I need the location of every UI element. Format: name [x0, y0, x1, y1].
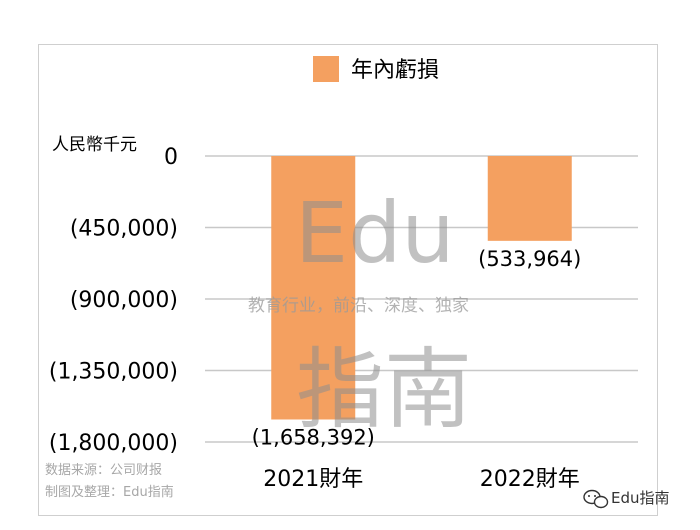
x-category-label: 2021財年 — [263, 467, 363, 492]
watermark-top-text: Edu — [295, 184, 455, 282]
legend-swatch — [313, 56, 339, 82]
x-category-labels: 2021財年 2022財年 — [263, 467, 580, 492]
y-axis-unit-label: 人民幣千元 — [52, 135, 137, 155]
bar — [271, 156, 356, 420]
y-tick-labels: 0 (450,000) (900,000) (1,350,000) (1,800,000… — [49, 145, 178, 456]
data-label: (1,658,392) — [252, 426, 375, 450]
y-tick-label: 0 — [164, 145, 178, 170]
bar — [487, 156, 572, 241]
data-label: (533,964) — [478, 247, 581, 271]
credit-text: Edu指南 — [611, 489, 670, 507]
x-category-label: 2022財年 — [480, 467, 580, 492]
y-tick-label: (900,000) — [70, 288, 178, 313]
data-labels: (1,658,392) (533,964) — [252, 247, 582, 450]
wechat-icon — [583, 489, 609, 509]
y-tick-label: (1,350,000) — [49, 360, 178, 385]
source-note-line1: 数据来源：公司财报 — [45, 463, 162, 478]
watermark-middle-text: 教育行业，前沿、深度、独家 — [248, 296, 469, 316]
legend-label: 年內虧損 — [351, 58, 439, 83]
bars — [271, 156, 572, 420]
y-tick-label: (1,800,000) — [49, 431, 178, 456]
y-tick-label: (450,000) — [70, 217, 178, 242]
watermark: Edu 教育行业，前沿、深度、独家 指南 — [248, 184, 472, 441]
watermark-bottom-text: 指南 — [296, 338, 472, 441]
source-note-line2: 制图及整理：Edu指南 — [45, 484, 174, 500]
